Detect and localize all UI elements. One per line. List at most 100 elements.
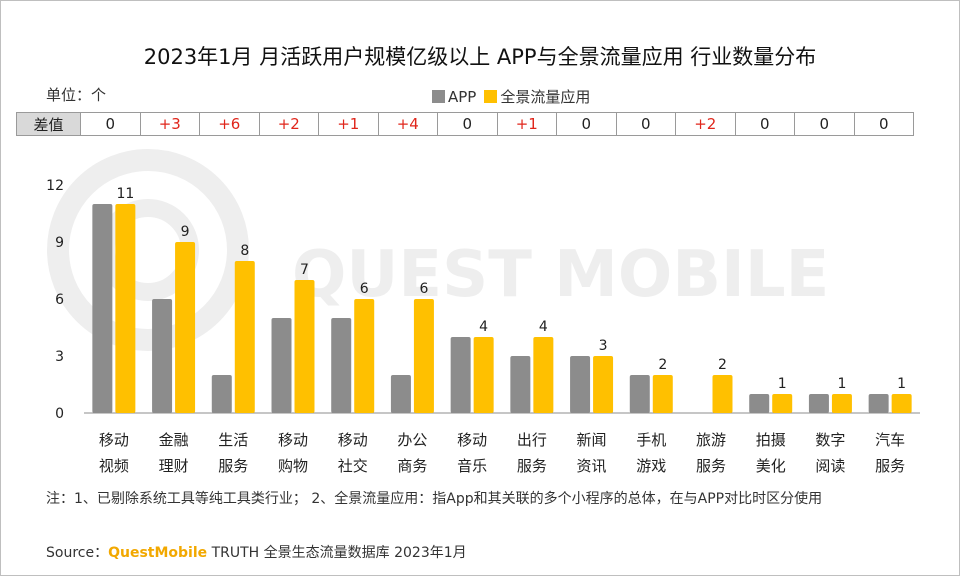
diff-row: 差值 0 +3 +6 +2 +1 +4 0 +1 0 0 +2 0 0 0 xyxy=(16,112,914,136)
x-category-label: 美化 xyxy=(756,457,786,475)
watermark-text: QUEST MOBILE xyxy=(292,238,829,312)
bar-panorama xyxy=(234,261,255,413)
legend-item-panorama: 全景流量应用 xyxy=(484,86,590,107)
data-label-panorama: 11 xyxy=(116,186,134,202)
data-label-panorama: 9 xyxy=(181,224,190,240)
x-category-label: 商务 xyxy=(397,457,427,475)
diff-cell: 0 xyxy=(556,112,617,136)
legend: APP 全景流量应用 xyxy=(432,86,598,107)
x-category-label: 生活 xyxy=(218,431,248,449)
diff-cell: +1 xyxy=(496,112,557,136)
x-category-label: 服务 xyxy=(696,457,726,475)
bar-panorama xyxy=(294,280,315,413)
y-tick-label: 9 xyxy=(55,235,64,251)
bar-app xyxy=(510,356,531,413)
bar-app xyxy=(271,318,292,413)
diff-cell: +3 xyxy=(139,112,200,136)
diff-cell: 0 xyxy=(80,112,141,136)
x-category-label: 社交 xyxy=(338,457,368,475)
diff-cell: 0 xyxy=(853,112,914,136)
diff-cell: +6 xyxy=(199,112,260,136)
x-category-label: 数字 xyxy=(815,431,845,449)
legend-swatch-panorama xyxy=(484,90,498,103)
bar-app xyxy=(450,337,471,413)
bar-app xyxy=(749,394,770,413)
x-category-label: 移动 xyxy=(457,431,487,449)
y-tick-label: 0 xyxy=(55,406,64,422)
bar-panorama xyxy=(652,375,673,413)
bar-panorama xyxy=(831,394,852,413)
bar-app xyxy=(868,394,889,413)
data-label-panorama: 8 xyxy=(240,243,249,259)
bar-app xyxy=(808,394,829,413)
bar-app xyxy=(152,299,173,413)
x-category-label: 手机 xyxy=(636,431,666,449)
x-category-label: 理财 xyxy=(159,457,189,475)
legend-swatch-app xyxy=(432,90,445,103)
data-label-panorama: 6 xyxy=(360,281,369,297)
x-category-label: 购物 xyxy=(278,457,308,475)
chart-title: 2023年1月 月活跃用户规模亿级以上 APP与全景流量应用 行业数量分布 xyxy=(143,45,817,69)
x-category-label: 移动 xyxy=(338,431,368,449)
x-category-label: 服务 xyxy=(218,457,248,475)
x-category-label: 新闻 xyxy=(577,431,607,449)
bar-app xyxy=(92,204,113,413)
diff-cell: 0 xyxy=(437,112,498,136)
diff-table: 差值 0 +3 +6 +2 +1 +4 0 +1 0 0 +2 0 0 0 xyxy=(16,112,914,136)
bar-app xyxy=(211,375,232,413)
x-category-label: 游戏 xyxy=(636,457,666,475)
x-category-label: 音乐 xyxy=(457,457,487,475)
bar-panorama xyxy=(712,375,733,413)
bar-panorama xyxy=(175,242,196,413)
x-category-label: 视频 xyxy=(99,457,129,475)
data-label-panorama: 2 xyxy=(718,357,727,373)
diff-cell: 0 xyxy=(615,112,676,136)
source-line: Source：QuestMobile TRUTH 全景生态流量数据库 2023年… xyxy=(46,542,467,562)
watermark-logo-ring xyxy=(47,149,249,351)
diff-cell: +2 xyxy=(675,112,736,136)
bar-panorama xyxy=(891,394,912,413)
data-label-panorama: 1 xyxy=(778,376,787,392)
x-category-label: 出行 xyxy=(517,431,547,449)
source-prefix: Source： xyxy=(46,545,109,561)
diff-cell: +2 xyxy=(258,112,319,136)
bar-app xyxy=(390,375,411,413)
legend-label-app: APP xyxy=(448,87,477,106)
x-category-label: 旅游 xyxy=(696,431,726,449)
bar-app xyxy=(629,375,650,413)
bar-panorama xyxy=(593,356,614,413)
data-label-panorama: 7 xyxy=(300,262,309,278)
y-tick-label: 3 xyxy=(55,349,64,365)
legend-item-app: APP xyxy=(432,88,476,106)
x-category-label: 办公 xyxy=(397,431,427,449)
x-category-label: 拍摄 xyxy=(756,431,786,449)
x-category-label: 汽车 xyxy=(875,431,905,449)
x-category-label: 移动 xyxy=(99,431,129,449)
diff-header: 差值 xyxy=(16,112,81,136)
y-tick-label: 6 xyxy=(55,292,64,308)
bar-app xyxy=(570,356,591,413)
source-brand: QuestMobile xyxy=(108,545,208,561)
data-label-panorama: 6 xyxy=(419,281,428,297)
data-label-panorama: 4 xyxy=(539,319,548,335)
diff-cell: 0 xyxy=(794,112,855,136)
source-suffix: TRUTH 全景生态流量数据库 2023年1月 xyxy=(207,545,467,561)
footnote: 注：1、已剔除系统工具等纯工具类行业； 2、全景流量应用：指App和其关联的多个… xyxy=(46,491,823,507)
x-category-label: 移动 xyxy=(278,431,308,449)
y-tick-label: 12 xyxy=(46,178,64,194)
bar-app xyxy=(331,318,352,413)
legend-label-panorama: 全景流量应用 xyxy=(500,88,591,106)
x-category-label: 阅读 xyxy=(815,457,845,475)
bar-panorama xyxy=(772,394,793,413)
unit-label: 单位：个 xyxy=(46,86,107,104)
bar-panorama xyxy=(115,204,136,413)
data-label-panorama: 4 xyxy=(479,319,488,335)
data-label-panorama: 2 xyxy=(658,357,667,373)
data-label-panorama: 3 xyxy=(599,338,608,354)
x-category-label: 资讯 xyxy=(577,457,607,475)
bar-panorama xyxy=(533,337,554,413)
bar-panorama xyxy=(413,299,434,413)
bar-panorama xyxy=(354,299,375,413)
bar-panorama xyxy=(473,337,494,413)
